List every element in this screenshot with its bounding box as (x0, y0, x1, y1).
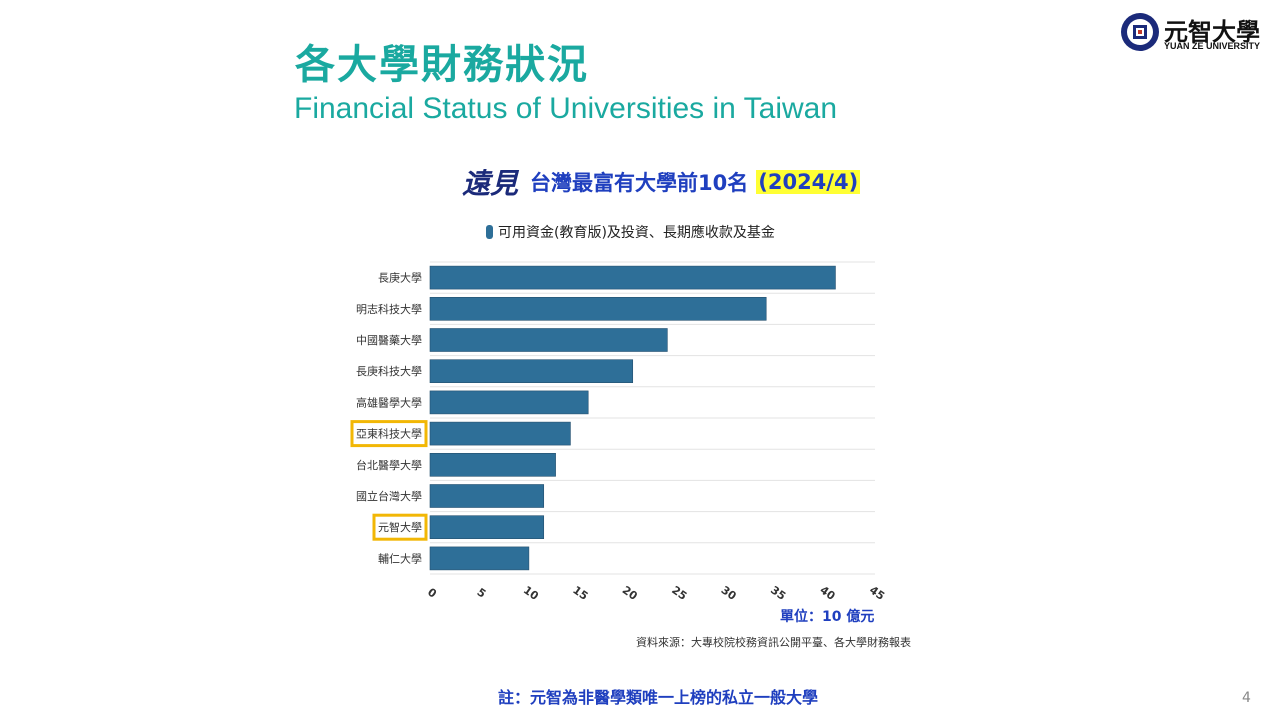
x-tick-label: 40 (818, 583, 838, 603)
chart-date: (2024/4) (756, 170, 861, 194)
bar (429, 390, 589, 415)
legend-label: 可用資金(教育版)及投資、長期應收款及基金 (498, 225, 775, 241)
highlight-box (372, 513, 428, 541)
bar (429, 359, 634, 384)
bar (429, 265, 836, 290)
bar (429, 484, 545, 508)
source-note: 資料來源：大專校院校務資訊公開平臺、各大學財務報表 (636, 636, 911, 649)
university-logo: 元智大學 YUAN ZE UNIVERSITY (1120, 10, 1270, 54)
footnote: 註：元智為非醫學類唯一上榜的私立一般大學 (498, 688, 819, 707)
bar (429, 452, 556, 477)
slide-subtitle: Financial Status of Universities in Taiw… (294, 92, 838, 125)
seal-icon (1121, 13, 1159, 51)
category-label: 亞東科技大學 (356, 427, 422, 441)
category-label: 輔仁大學 (378, 551, 422, 565)
page-number: 4 (1242, 690, 1251, 706)
category-label: 台北醫學大學 (356, 458, 422, 472)
x-tick-label: 20 (620, 583, 640, 603)
category-label: 明志科技大學 (356, 302, 422, 316)
bar (429, 328, 668, 352)
category-label: 中國醫藥大學 (356, 333, 422, 347)
chart-title: 台灣最富有大學前10名 (530, 171, 749, 195)
x-tick-label: 45 (867, 583, 887, 602)
bar (429, 421, 571, 446)
x-tick-label: 35 (768, 583, 788, 602)
chart-header: 遠見 台灣最富有大學前10名 (2024/4) (462, 164, 861, 200)
category-label: 國立台灣大學 (356, 489, 422, 503)
x-tick-label: 30 (719, 583, 739, 603)
category-label: 高雄醫學大學 (356, 395, 422, 409)
slide-title: 各大學財務狀況 (295, 42, 589, 88)
logo-name-zh: 元智大學 (1164, 17, 1260, 46)
x-tick-label: 0 (425, 586, 439, 601)
x-tick-label: 5 (475, 586, 489, 601)
bar (429, 546, 530, 571)
logo-name-en: YUAN ZE UNIVERSITY (1164, 41, 1261, 51)
bar (429, 515, 545, 540)
unit-label: 單位：10 億元 (780, 609, 875, 625)
x-tick-label: 10 (521, 583, 541, 603)
chart-legend: 可用資金(教育版)及投資、長期應收款及基金 (486, 222, 775, 242)
category-label: 長庚大學 (378, 271, 422, 285)
highlight-box (350, 420, 428, 448)
x-tick-label: 25 (669, 583, 689, 602)
x-tick-label: 15 (570, 583, 590, 602)
bar (429, 296, 767, 321)
brand-logo: 遠見 (462, 167, 519, 200)
category-label: 元智大學 (378, 520, 422, 534)
category-label: 長庚科技大學 (356, 364, 422, 378)
legend-swatch (486, 225, 493, 239)
